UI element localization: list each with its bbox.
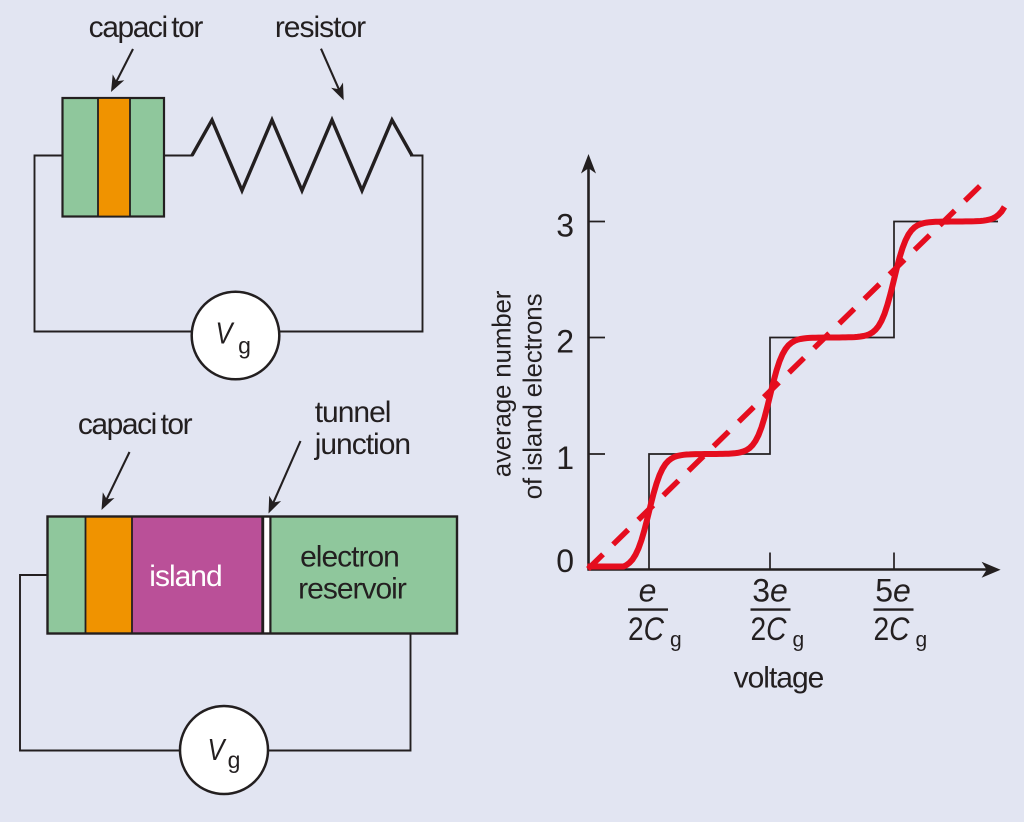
- svg-text:2C: 2C: [751, 611, 788, 647]
- svg-text:3: 3: [556, 208, 574, 244]
- svg-text:island: island: [149, 560, 221, 593]
- svg-text:voltage: voltage: [734, 662, 824, 695]
- svg-text:capaci tor: capaci tor: [89, 11, 204, 44]
- svg-text:3e: 3e: [752, 573, 788, 609]
- svg-text:2: 2: [556, 324, 574, 360]
- svg-text:resistor: resistor: [275, 11, 366, 44]
- svg-text:junction: junction: [314, 428, 410, 461]
- svg-text:1: 1: [556, 440, 574, 476]
- svg-text:5e: 5e: [875, 573, 911, 609]
- svg-text:V: V: [208, 732, 228, 767]
- svg-text:electron: electron: [300, 541, 399, 574]
- svg-text:2C: 2C: [628, 611, 665, 647]
- svg-text:g: g: [793, 629, 805, 652]
- svg-text:reservoir: reservoir: [298, 573, 407, 606]
- svg-text:V: V: [216, 316, 236, 351]
- svg-text:g: g: [228, 747, 241, 773]
- svg-text:0: 0: [556, 543, 574, 579]
- svg-text:g: g: [238, 333, 251, 359]
- svg-text:tunnel: tunnel: [315, 396, 391, 429]
- svg-text:e: e: [639, 573, 657, 609]
- svg-text:capaci tor: capaci tor: [78, 408, 193, 441]
- svg-text:2C: 2C: [874, 611, 911, 647]
- svg-text:g: g: [916, 629, 928, 652]
- svg-text:g: g: [670, 629, 682, 652]
- svg-text:average number: average number: [487, 290, 517, 477]
- svg-text:of island electrons: of island electrons: [518, 293, 548, 499]
